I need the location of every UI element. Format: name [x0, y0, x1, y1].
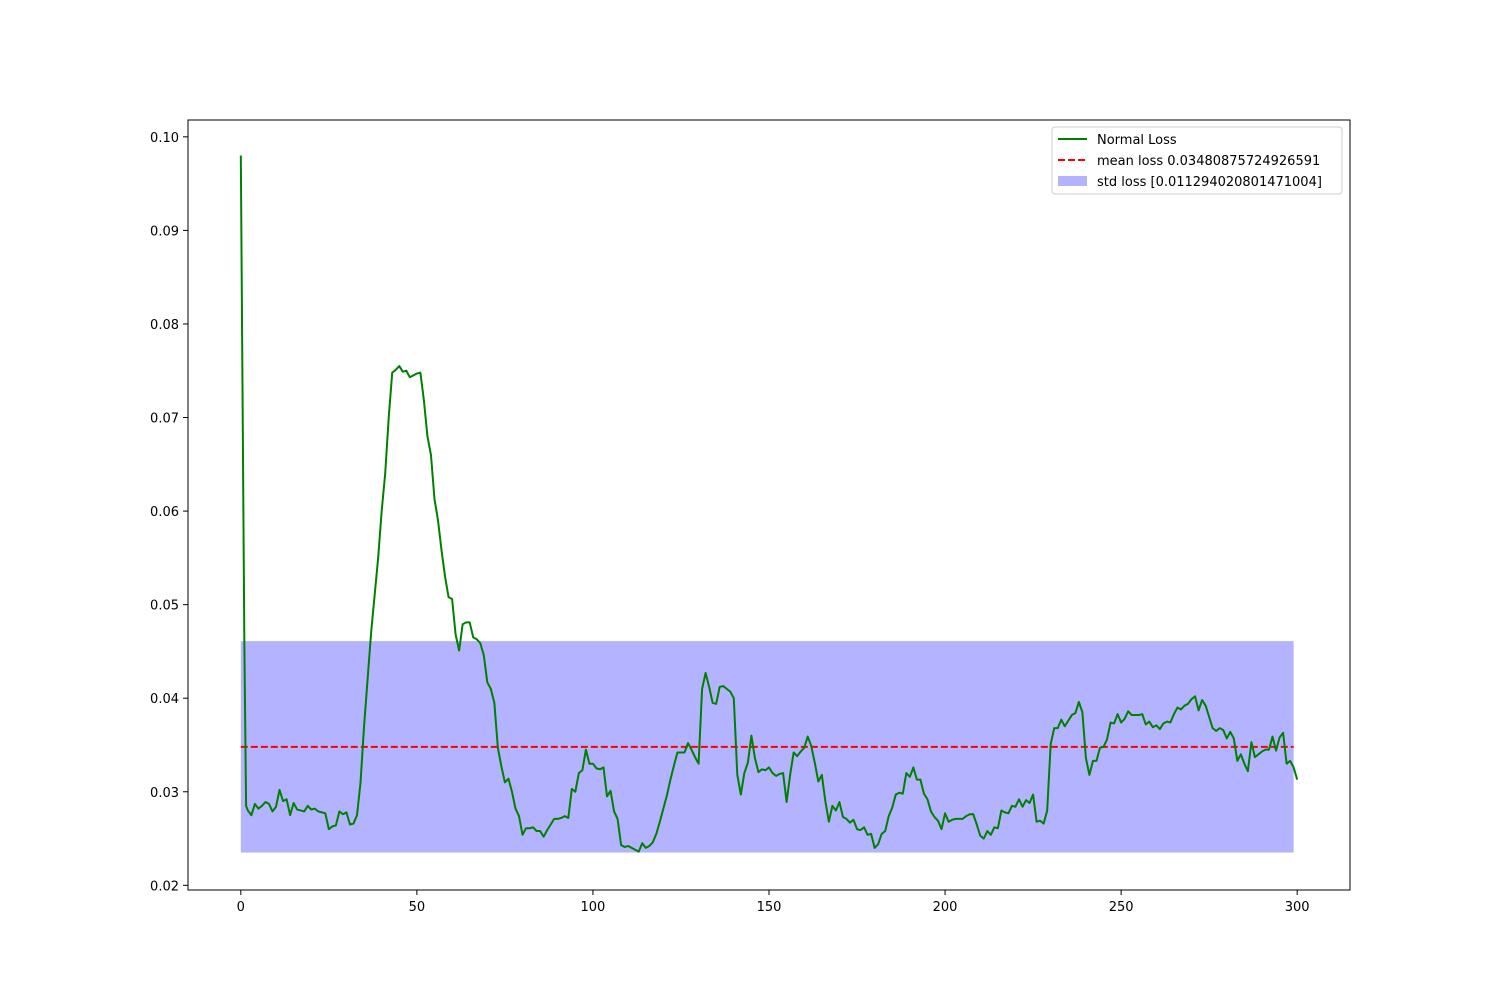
- legend-label: Normal Loss: [1097, 133, 1177, 148]
- x-axis: 0 50 100 150 200 250 300: [237, 890, 1310, 915]
- legend-handle-std-loss: [1058, 176, 1087, 186]
- plot-layer: [239, 155, 1299, 853]
- legend-label: mean loss 0.03480875724926591: [1097, 154, 1320, 169]
- y-tick-label: 0.07: [150, 412, 179, 427]
- y-tick-label: 0.05: [150, 599, 179, 614]
- y-tick-label: 0.10: [150, 131, 179, 146]
- y-tick-label: 0.04: [150, 692, 179, 707]
- x-tick-label: 250: [1109, 900, 1134, 915]
- y-axis: 0.02 0.03 0.04 0.05 0.06 0.07 0.08 0.09 0.10: [150, 131, 188, 894]
- x-tick-label: 0: [237, 900, 245, 915]
- y-tick-label: 0.08: [150, 318, 179, 333]
- legend-box: [1051, 126, 1343, 195]
- y-tick-label: 0.09: [150, 224, 179, 239]
- y-tick-label: 0.06: [150, 505, 179, 520]
- y-tick-label: 0.02: [150, 879, 179, 894]
- x-tick-label: 300: [1285, 900, 1310, 915]
- series-line-normal-loss: [239, 155, 1299, 853]
- x-tick-label: 150: [757, 900, 782, 915]
- y-tick-label: 0.03: [150, 786, 179, 801]
- x-tick-label: 200: [933, 900, 958, 915]
- x-tick-label: 100: [581, 900, 606, 915]
- x-tick-label: 50: [409, 900, 426, 915]
- legend-label: std loss [0.011294020801471004]: [1097, 175, 1322, 190]
- legend: Normal Loss mean loss 0.03480875724926591…: [1051, 126, 1343, 195]
